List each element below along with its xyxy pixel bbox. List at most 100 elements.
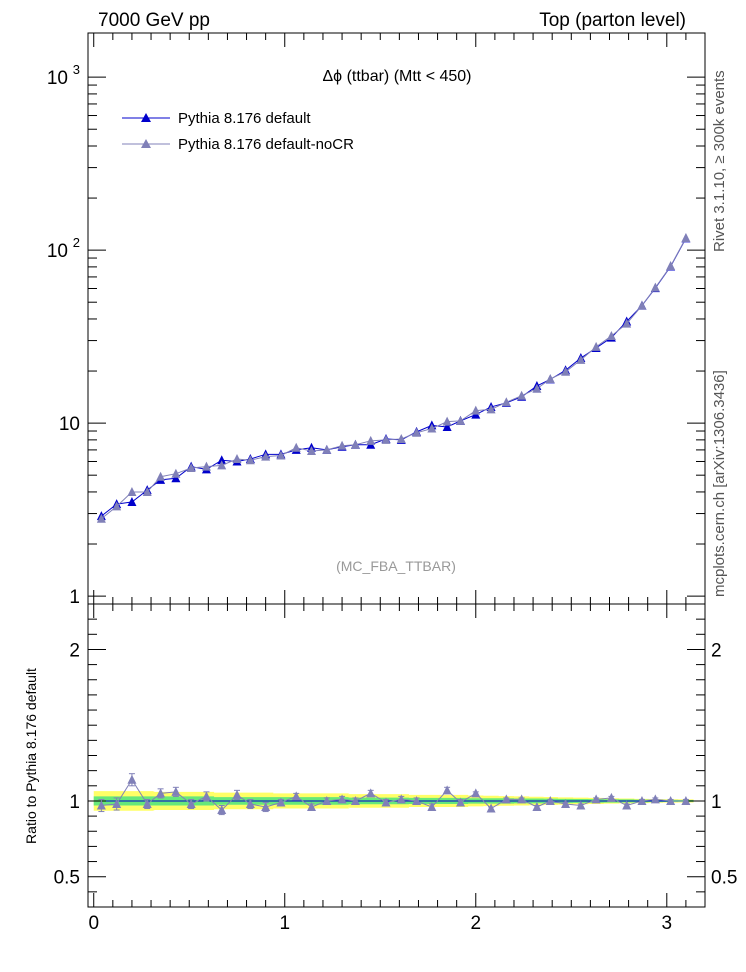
main-marker-nocr — [606, 330, 616, 340]
ratio-marker-nocr — [96, 800, 106, 810]
main-marker-nocr — [561, 366, 571, 376]
ratio-marker-nocr — [591, 794, 601, 804]
main-marker-nocr — [186, 463, 196, 473]
main-marker-default — [171, 473, 181, 483]
main-marker-nocr — [201, 461, 211, 471]
rivet-version-label: Rivet 3.1.10, ≥ 300k events — [711, 70, 728, 252]
ratio-marker-nocr — [455, 797, 465, 807]
ratio-marker-nocr — [532, 802, 542, 812]
ratio-marker-nocr — [186, 798, 196, 808]
main-marker-default — [217, 455, 227, 465]
main-marker-nocr — [127, 486, 137, 496]
main-marker-nocr — [350, 439, 360, 449]
ratio-marker-nocr — [681, 795, 691, 805]
main-panel: 1 10 10 2 10 3 Δϕ (ttbar) (Mtt < 450) (MC_FBA… — [47, 32, 706, 608]
ratio-marker-nocr — [276, 797, 286, 807]
ratio-x-tick-label: 1 — [279, 913, 290, 934]
main-marker-nocr — [650, 282, 660, 292]
main-marker-nocr — [337, 440, 347, 450]
ratio-marker-nocr — [622, 800, 632, 810]
main-marker-nocr — [396, 433, 406, 443]
main-marker-nocr — [156, 471, 166, 481]
legend-label-nocr: Pythia 8.176 default-noCR — [178, 136, 354, 153]
main-marker-nocr — [501, 397, 511, 407]
main-marker-nocr — [622, 318, 632, 328]
ratio-marker-nocr — [245, 798, 255, 808]
main-line-default — [101, 238, 687, 517]
main-marker-nocr — [591, 341, 601, 351]
ratio-marker-nocr — [666, 795, 676, 805]
main-y-axis: 1 10 10 2 10 3 — [47, 62, 705, 608]
ratio-marker-nocr — [261, 802, 271, 812]
ratio-marker-nocr — [291, 791, 301, 801]
main-marker-nocr — [306, 445, 316, 455]
ratio-marker-nocr — [486, 803, 496, 813]
ratio-marker-nocr — [471, 788, 481, 798]
ratio-marker-nocr — [171, 786, 181, 796]
main-marker-nocr — [96, 513, 106, 523]
ratio-marker-nocr — [396, 794, 406, 804]
main-marker-nocr — [112, 501, 122, 511]
ratio-marker-nocr — [232, 789, 242, 799]
legend-marker-default — [141, 113, 151, 122]
main-marker-nocr — [276, 450, 286, 460]
main-y-tick-exponent: 3 — [73, 62, 80, 77]
ratio-marker-nocr — [561, 798, 571, 808]
ratio-x-tick-label: 2 — [470, 913, 481, 934]
main-marker-nocr — [637, 300, 647, 310]
ratio-y-tick-label-left: 2 — [69, 640, 80, 661]
ratio-marker-nocr — [217, 805, 227, 815]
ratio-marker-nocr — [366, 788, 376, 798]
legend-marker-nocr — [141, 139, 151, 148]
ratio-marker-nocr — [306, 802, 316, 812]
ratio-marker-nocr — [576, 800, 586, 810]
ratio-y-tick-label-left: 1 — [69, 792, 80, 813]
main-y-tick-exponent: 2 — [73, 235, 80, 250]
mcplots-source-label: mcplots.cern.ch [arXiv:1306.3436] — [711, 370, 728, 597]
ratio-marker-nocr — [606, 792, 616, 802]
legend: Pythia 8.176 default Pythia 8.176 defaul… — [122, 110, 354, 153]
main-marker-nocr — [261, 451, 271, 461]
ratio-y-tick-label-right: 1 — [711, 792, 722, 813]
ratio-marker-nocr — [337, 794, 347, 804]
main-marker-nocr — [142, 486, 152, 496]
ratio-y-tick-label-right: 2 — [711, 640, 722, 661]
main-marker-nocr — [217, 460, 227, 470]
ratio-marker-nocr — [127, 774, 137, 784]
ratio-marker-nocr — [142, 798, 152, 808]
ratio-marker-nocr — [517, 794, 527, 804]
main-marker-nocr — [291, 442, 301, 452]
main-marker-default — [127, 496, 137, 506]
main-y-tick-label: 1 — [69, 587, 80, 608]
main-marker-nocr — [576, 354, 586, 364]
ratio-x-axis: 0 1 2 3 — [88, 604, 706, 934]
ratio-y-axis-label: Ratio to Pythia 8.176 default — [23, 668, 39, 844]
ratio-plot-frame — [87, 603, 706, 908]
main-y-tick-label: 10 — [59, 414, 80, 435]
main-marker-default — [442, 421, 452, 431]
ratio-marker-nocr — [201, 791, 211, 801]
main-marker-nocr — [532, 383, 542, 393]
ratio-y-tick-label-right: 0.5 — [711, 868, 737, 889]
ratio-marker-nocr — [650, 794, 660, 804]
main-marker-nocr — [381, 434, 391, 444]
main-marker-nocr — [471, 405, 481, 415]
main-marker-nocr — [366, 435, 376, 445]
header-process-label: Top (parton level) — [539, 10, 686, 31]
ratio-panel: 0.5 0.5 1 1 2 2 0 1 2 3 Ratio to Pythia 8.176 de… — [23, 603, 737, 934]
main-marker-nocr — [412, 427, 422, 437]
main-marker-nocr — [322, 444, 332, 454]
main-marker-nocr — [666, 261, 676, 271]
main-marker-nocr — [545, 373, 555, 383]
ratio-marker-nocr — [545, 795, 555, 805]
ratio-marker-nocr — [381, 797, 391, 807]
ratio-marker-nocr — [412, 795, 422, 805]
ratio-y-tick-label-left: 0.5 — [54, 868, 80, 889]
main-marker-nocr — [171, 468, 181, 478]
ratio-x-tick-label: 3 — [662, 913, 673, 934]
ratio-marker-nocr — [350, 795, 360, 805]
main-marker-nocr — [232, 454, 242, 464]
main-x-axis-ticks — [93, 33, 706, 604]
header-energy-label: 7000 GeV pp — [98, 10, 210, 31]
